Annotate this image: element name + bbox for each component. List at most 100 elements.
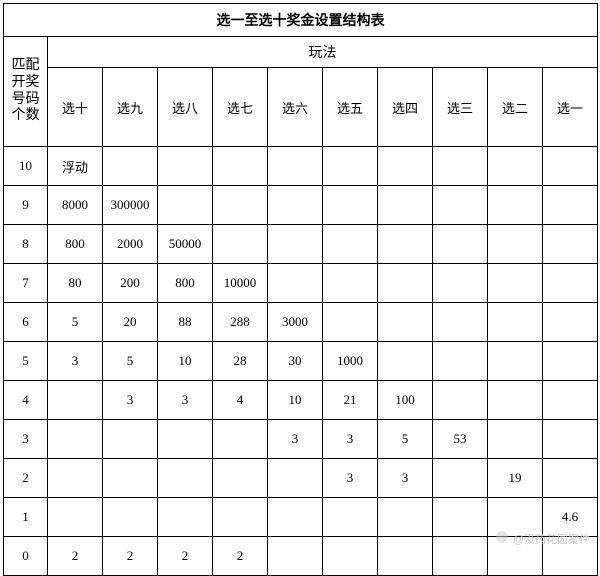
cell [213,420,268,459]
col-header: 选十 [48,68,103,147]
cell [48,381,103,420]
cell: 2 [158,537,213,576]
cell [48,420,103,459]
cell: 288 [213,303,268,342]
table-row: 2 3 3 19 [4,459,598,498]
row-label-header: 匹配开奖号码个数 [4,37,48,147]
cell [543,186,598,225]
cell [378,498,433,537]
watermark: @没药花园案件 [495,530,590,547]
cell [488,186,543,225]
cell: 5 [103,342,158,381]
cell [543,342,598,381]
cell [543,459,598,498]
cell [488,264,543,303]
table-row: 3 3 3 5 53 [4,420,598,459]
col-header: 选二 [488,68,543,147]
cell [158,459,213,498]
cell: 5 [48,303,103,342]
cell [213,498,268,537]
cell [48,498,103,537]
cell [268,264,323,303]
cell: 30 [268,342,323,381]
prize-structure-table: 选一至选十奖金设置结构表 匹配开奖号码个数 玩法 选十 选九 选八 选七 选六 … [3,3,598,576]
cell [433,225,488,264]
match-count: 10 [4,147,48,186]
match-count: 0 [4,537,48,576]
table-row: 9 8000 300000 [4,186,598,225]
cell: 100 [378,381,433,420]
table-row: 4 3 3 4 10 21 100 [4,381,598,420]
cell [158,420,213,459]
cell [378,537,433,576]
table-title: 选一至选十奖金设置结构表 [4,4,598,37]
cell: 800 [48,225,103,264]
cell [433,381,488,420]
playtype-header: 玩法 [48,37,598,68]
cell [103,459,158,498]
watermark-text: @没药花园案件 [513,531,590,547]
cell [543,420,598,459]
cell: 3 [48,342,103,381]
col-header: 选八 [158,68,213,147]
col-header: 选一 [543,68,598,147]
column-header-row: 选十 选九 选八 选七 选六 选五 选四 选三 选二 选一 [4,68,598,147]
title-row: 选一至选十奖金设置结构表 [4,4,598,37]
cell [213,459,268,498]
cell [103,420,158,459]
cell: 10000 [213,264,268,303]
cell [268,186,323,225]
cell [433,264,488,303]
cell [543,303,598,342]
cell: 800 [158,264,213,303]
cell [268,537,323,576]
cell: 3 [323,459,378,498]
match-count: 9 [4,186,48,225]
cell [433,303,488,342]
cell [158,498,213,537]
cell [158,186,213,225]
cell: 8000 [48,186,103,225]
cell [488,342,543,381]
playtype-header-row: 匹配开奖号码个数 玩法 [4,37,598,68]
cell [378,225,433,264]
match-count: 5 [4,342,48,381]
cell [323,147,378,186]
cell [213,147,268,186]
cell [323,225,378,264]
cell: 3000 [268,303,323,342]
cell [433,147,488,186]
cell [543,147,598,186]
cell: 2 [103,537,158,576]
cell: 21 [323,381,378,420]
cell: 1000 [323,342,378,381]
cell: 10 [158,342,213,381]
cell: 2 [213,537,268,576]
cell: 3 [268,420,323,459]
cell [378,264,433,303]
col-header: 选九 [103,68,158,147]
cell [433,342,488,381]
cell: 浮动 [48,147,103,186]
cell [378,186,433,225]
cell [488,303,543,342]
match-count: 6 [4,303,48,342]
cell [378,147,433,186]
cell [48,459,103,498]
cell [213,186,268,225]
cell [323,498,378,537]
cell [268,225,323,264]
table-row: 5 3 5 10 28 30 1000 [4,342,598,381]
col-header: 选三 [433,68,488,147]
cell [488,147,543,186]
cell: 3 [378,459,433,498]
cell [488,225,543,264]
cell [268,498,323,537]
cell [268,147,323,186]
match-count: 2 [4,459,48,498]
cell: 80 [48,264,103,303]
cell: 10 [268,381,323,420]
match-count: 7 [4,264,48,303]
cell [158,147,213,186]
cell [433,459,488,498]
